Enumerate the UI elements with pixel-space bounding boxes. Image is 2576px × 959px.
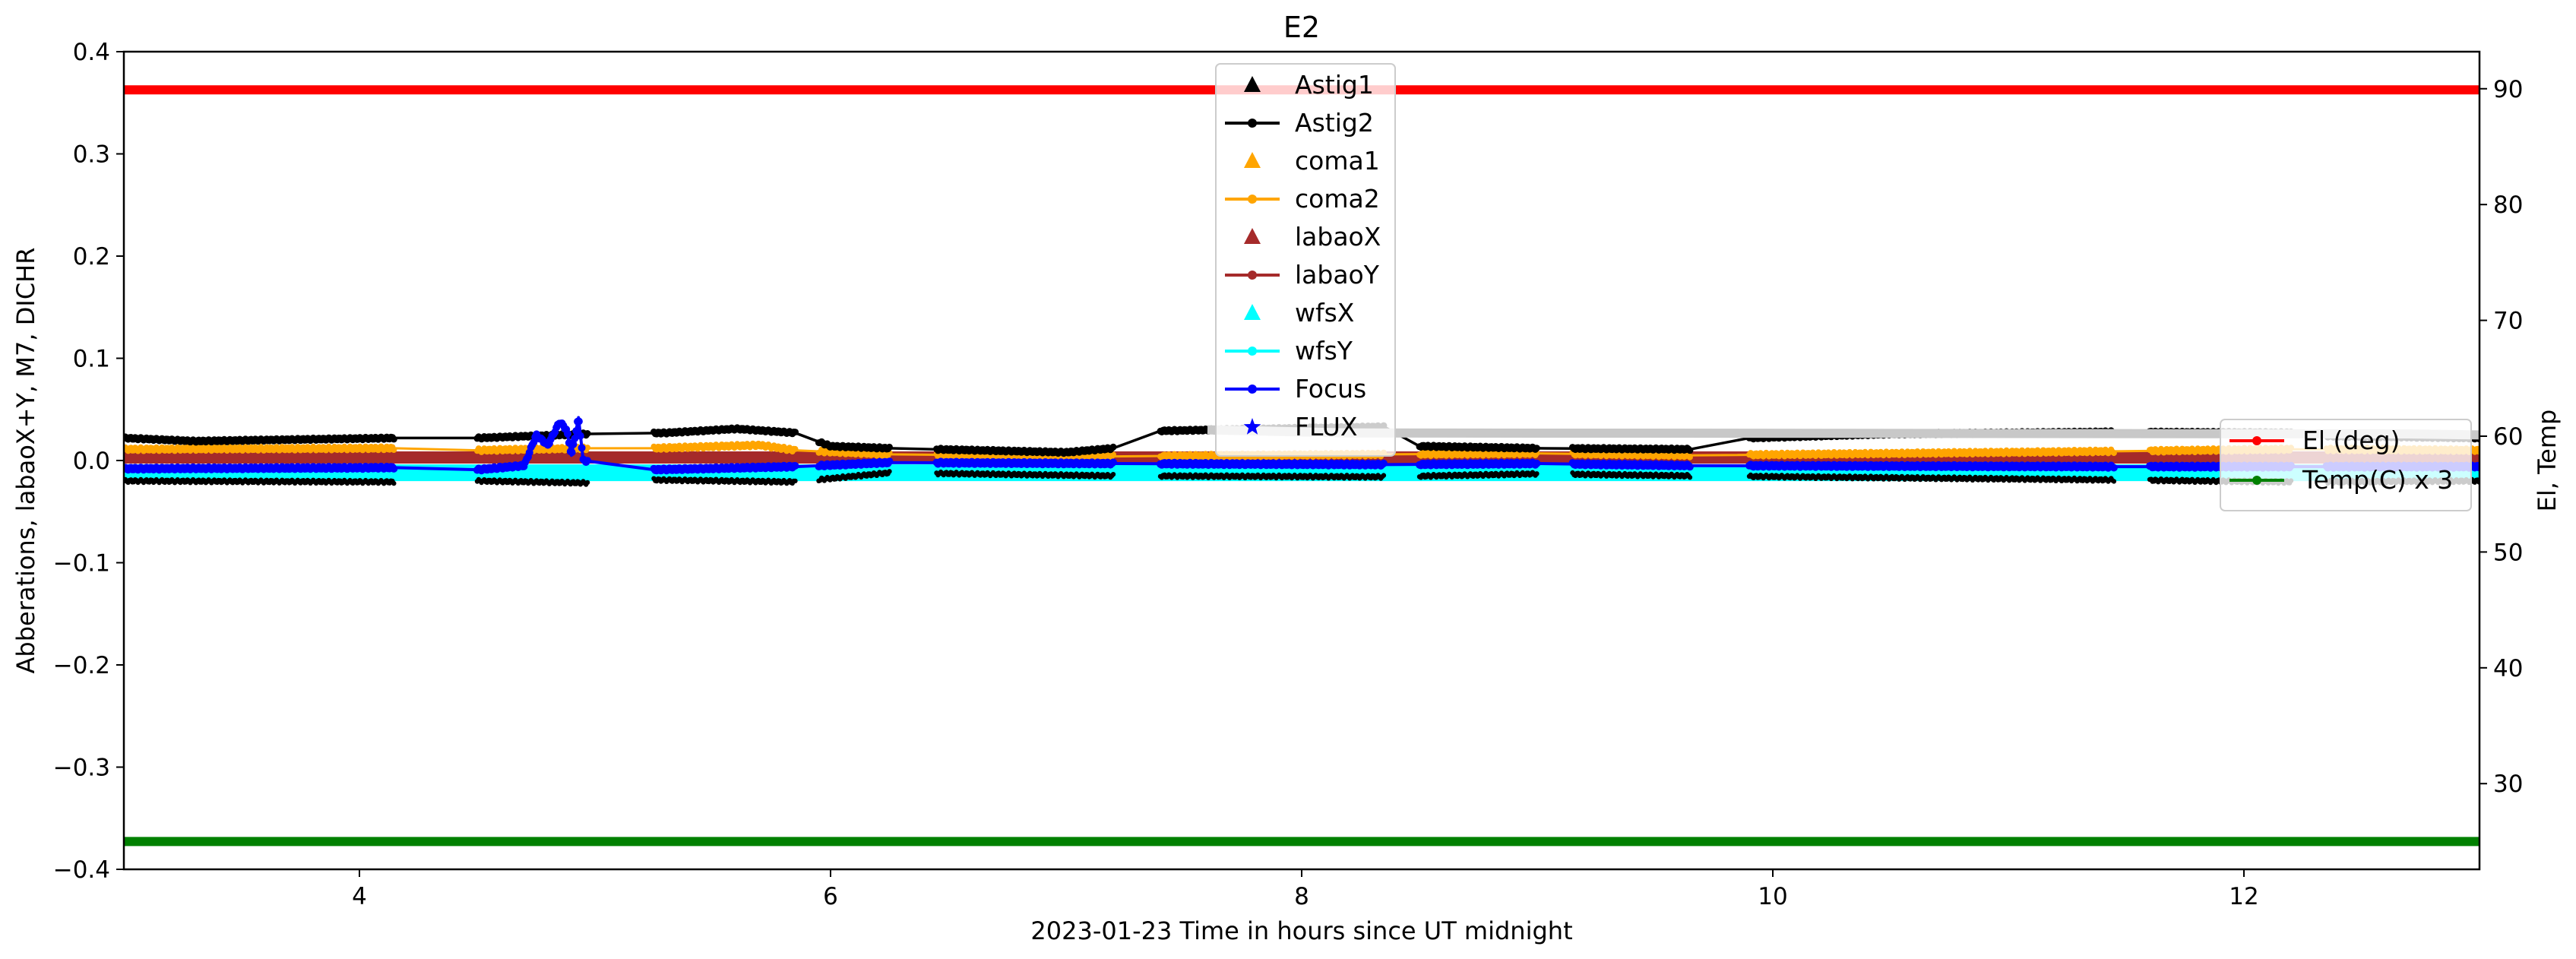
series-astig1-point — [887, 469, 892, 474]
series-coma2-point — [2110, 450, 2117, 457]
series-focus-point — [1379, 459, 1388, 467]
series-focus-point — [568, 448, 576, 457]
series-astig1 — [124, 469, 2479, 487]
series-astig1-point — [1534, 471, 1540, 476]
series-astig2-point — [1686, 447, 1694, 454]
series-focus-point — [1109, 458, 1117, 467]
series-focus-point — [885, 457, 894, 466]
series-focus-point — [1533, 459, 1541, 467]
series-astig2-point — [886, 443, 893, 451]
series-astig1-point — [1687, 475, 1693, 480]
series-coma2-point — [1686, 454, 1693, 461]
series-coma2-point — [391, 447, 397, 453]
series-astig2-point — [1533, 445, 1540, 452]
series-astig1-point — [2111, 479, 2117, 484]
series-astig1-point — [1110, 472, 1116, 477]
series-astig1-point — [793, 478, 798, 484]
series-astig1-point — [584, 480, 590, 486]
series-astig2-point — [792, 429, 799, 436]
series-focus-point — [578, 444, 586, 452]
series-focus-point — [1685, 463, 1694, 471]
series-focus-point — [564, 429, 571, 438]
series-astig2-point — [1109, 443, 1117, 451]
series-coma2-point — [792, 445, 799, 452]
series-focus-point — [576, 432, 584, 440]
series-focus-point — [574, 417, 583, 426]
series-focus-point — [390, 464, 398, 473]
series-astig1-point — [1381, 473, 1387, 478]
series-astig2-point — [584, 430, 591, 437]
series-astig1-point — [391, 480, 397, 486]
series-astig2-point — [390, 435, 397, 443]
series-focus-point — [791, 462, 799, 470]
series-focus-point — [584, 457, 592, 465]
